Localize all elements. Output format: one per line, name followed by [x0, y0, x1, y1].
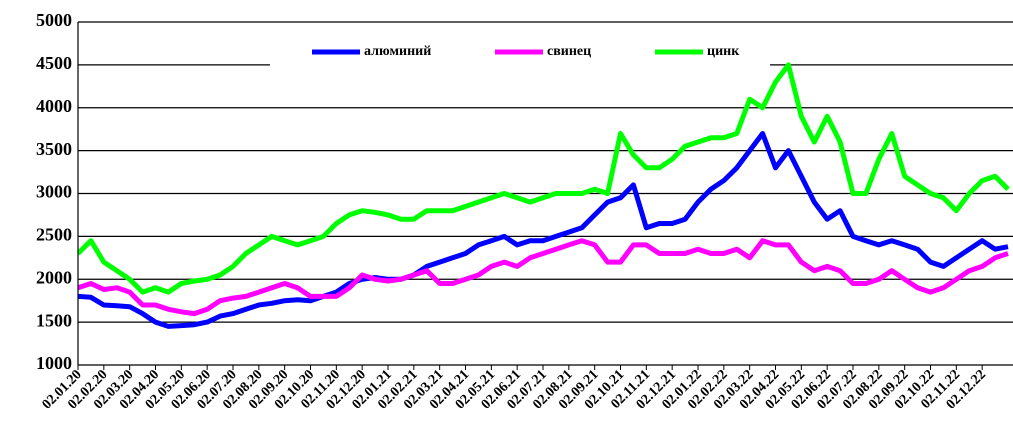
y-tick-label: 1500	[36, 310, 72, 330]
y-tick-label: 3500	[36, 139, 72, 159]
line-series	[78, 238, 1009, 317]
y-tick-label: 4500	[36, 53, 72, 73]
line-series	[78, 131, 1009, 329]
legend-label: свинец	[547, 44, 591, 59]
y-tick-label: 5000	[36, 10, 72, 30]
y-tick-label: 2000	[36, 267, 72, 287]
y-tick-label: 3000	[36, 182, 72, 202]
y-tick-label: 4000	[36, 96, 72, 116]
y-tick-label: 2500	[36, 225, 72, 245]
legend-label: цинк	[707, 44, 740, 59]
axes: 10001500200025003000350040004500500002.0…	[36, 10, 989, 412]
legend-label: алюминий	[364, 44, 431, 59]
plot	[78, 62, 1010, 329]
y-tick-label: 1000	[36, 353, 72, 373]
grid	[78, 21, 1013, 366]
line-series	[78, 62, 1010, 295]
